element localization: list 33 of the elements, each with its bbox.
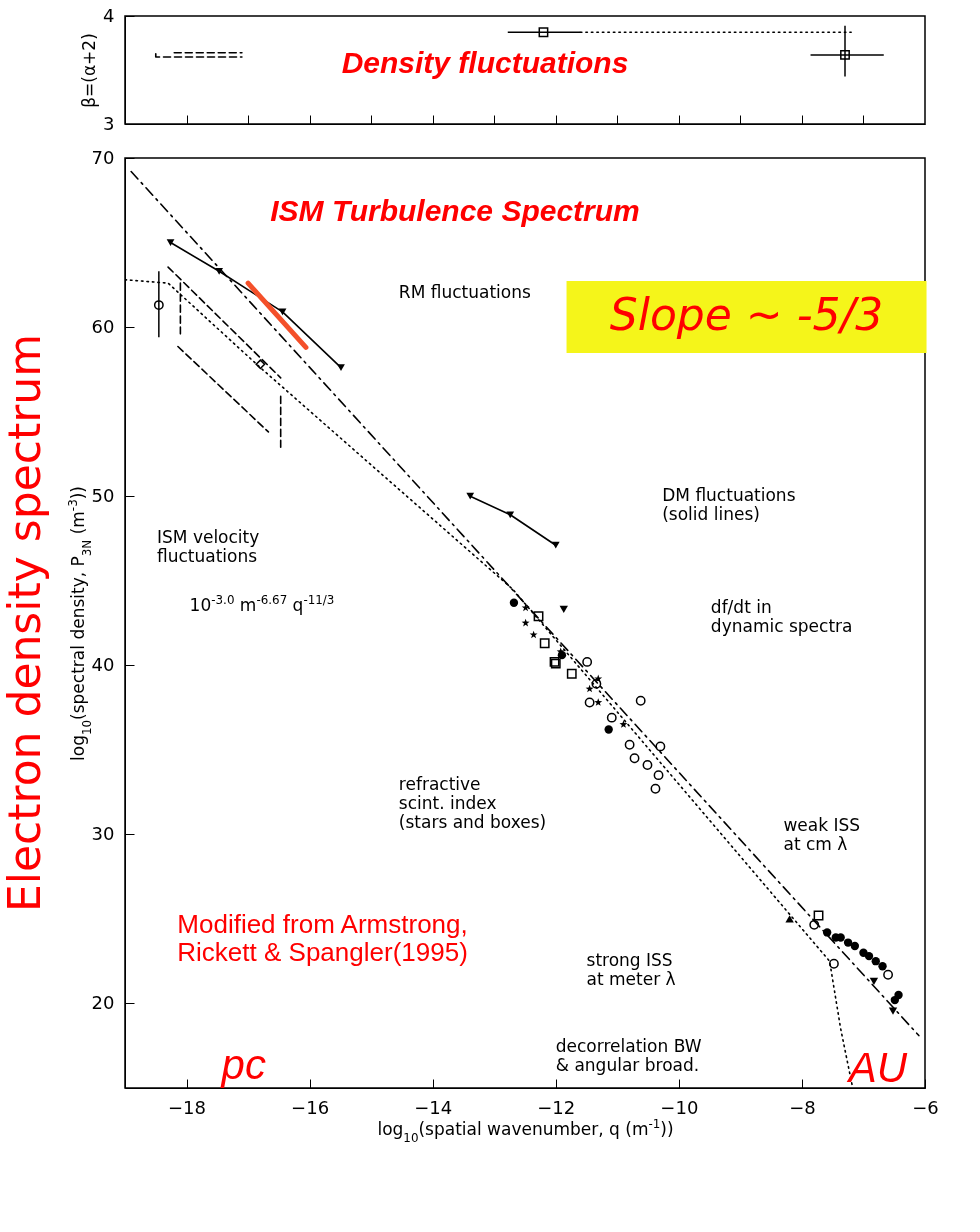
annotation: 10$^{-3.0}$ m$^{-6.67}$ q$^{-11/3}$ xyxy=(189,593,335,616)
y-tick-label: 30 xyxy=(91,822,115,844)
y-tick-label: 20 xyxy=(91,991,115,1013)
y-axis-title: β=(α+2) xyxy=(79,33,100,108)
y-tick-label: 70 xyxy=(91,146,115,168)
annotation: decorrelation BW & angular broad. xyxy=(555,1036,702,1076)
annotation: weak ISS at cm λ xyxy=(783,814,861,854)
annotation: RM fluctuations xyxy=(398,282,531,303)
y-tick-label: 4 xyxy=(103,4,115,26)
x-tick-label: −12 xyxy=(537,1096,576,1118)
annotation: strong ISS at meter λ xyxy=(586,950,676,990)
x-tick-label: −16 xyxy=(291,1096,330,1118)
annotation: ISM velocity fluctuations xyxy=(157,527,260,567)
annotation: DM fluctuations (solid lines) xyxy=(662,485,796,525)
annotation: Slope ~ -5/3 xyxy=(609,288,884,340)
y-tick-label: 50 xyxy=(91,484,115,506)
annotation: pc xyxy=(219,1041,266,1089)
y-tick-label: 40 xyxy=(91,653,115,675)
text: Electron density spectrum xyxy=(0,334,50,912)
x-tick-label: −14 xyxy=(414,1096,453,1118)
annotation: df/dt in dynamic spectra xyxy=(710,596,853,636)
x-tick-label: −8 xyxy=(789,1096,816,1118)
text: ISM Turbulence Spectrum xyxy=(270,194,640,227)
x-tick-label: −6 xyxy=(912,1096,939,1118)
x-axis-title: log$_{10}$(spatial wavenumber, q (m$^{-1}$)) xyxy=(377,1116,674,1145)
y-tick-label: 3 xyxy=(103,112,115,134)
x-tick-label: −18 xyxy=(168,1096,207,1118)
text: Density fluctuations xyxy=(341,46,629,79)
annotation: Modified from Armstrong, Rickett & Spangler(1995) xyxy=(177,908,468,967)
x-tick-label: −10 xyxy=(660,1096,699,1118)
annotation: refractive scint. index (stars and boxes) xyxy=(398,774,547,833)
annotation: AU xyxy=(845,1044,908,1092)
y-tick-label: 60 xyxy=(91,315,115,337)
